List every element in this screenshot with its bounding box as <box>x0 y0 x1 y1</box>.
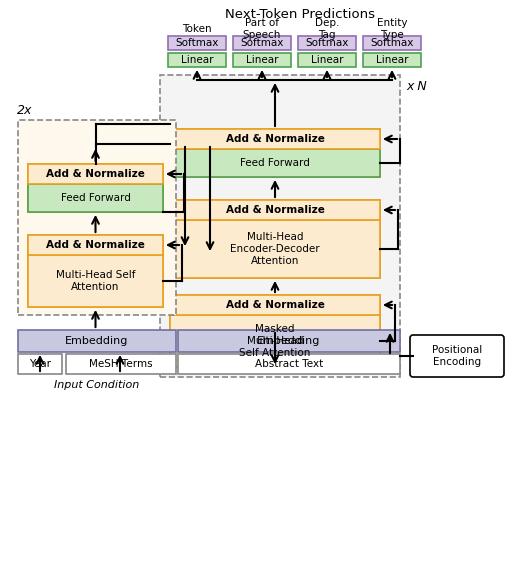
Text: Year: Year <box>29 359 51 369</box>
FancyBboxPatch shape <box>66 354 176 374</box>
Text: Add & Normalize: Add & Normalize <box>226 205 324 215</box>
Text: Linear: Linear <box>376 55 408 65</box>
Text: Multi-Head
Encoder-Decoder
Attention: Multi-Head Encoder-Decoder Attention <box>230 233 320 266</box>
Text: Add & Normalize: Add & Normalize <box>46 169 145 179</box>
Text: Softmax: Softmax <box>240 38 284 48</box>
FancyBboxPatch shape <box>178 354 400 374</box>
Text: Linear: Linear <box>311 55 343 65</box>
Text: Feed Forward: Feed Forward <box>60 193 131 203</box>
FancyBboxPatch shape <box>170 200 380 220</box>
FancyBboxPatch shape <box>18 330 176 352</box>
FancyBboxPatch shape <box>18 120 176 315</box>
FancyBboxPatch shape <box>160 75 400 377</box>
FancyBboxPatch shape <box>28 235 163 255</box>
FancyBboxPatch shape <box>298 53 356 67</box>
Text: Dep.
Tag: Dep. Tag <box>315 18 339 40</box>
Text: Softmax: Softmax <box>370 38 414 48</box>
FancyBboxPatch shape <box>298 36 356 50</box>
Text: MeSH Terms: MeSH Terms <box>89 359 153 369</box>
FancyBboxPatch shape <box>410 335 504 377</box>
Text: Multi-Head Self
Attention: Multi-Head Self Attention <box>56 270 135 292</box>
Text: Add & Normalize: Add & Normalize <box>226 134 324 144</box>
FancyBboxPatch shape <box>363 36 421 50</box>
FancyBboxPatch shape <box>170 129 380 149</box>
FancyBboxPatch shape <box>170 220 380 278</box>
FancyBboxPatch shape <box>170 149 380 177</box>
Text: Add & Normalize: Add & Normalize <box>226 300 324 310</box>
Text: Token: Token <box>182 24 212 34</box>
Text: 2x: 2x <box>17 104 32 116</box>
FancyBboxPatch shape <box>28 255 163 307</box>
FancyBboxPatch shape <box>178 330 400 352</box>
FancyBboxPatch shape <box>18 354 62 374</box>
FancyBboxPatch shape <box>170 295 380 315</box>
FancyBboxPatch shape <box>28 184 163 212</box>
Text: Softmax: Softmax <box>175 38 219 48</box>
FancyBboxPatch shape <box>233 36 291 50</box>
Text: Softmax: Softmax <box>305 38 349 48</box>
Text: Add & Normalize: Add & Normalize <box>46 240 145 250</box>
Text: x N: x N <box>406 80 427 93</box>
FancyBboxPatch shape <box>168 36 226 50</box>
FancyBboxPatch shape <box>233 53 291 67</box>
Text: Input Condition: Input Condition <box>55 380 140 390</box>
Text: Part of
Speech: Part of Speech <box>243 18 281 40</box>
Text: Abstract Text: Abstract Text <box>255 359 323 369</box>
Text: Linear: Linear <box>246 55 278 65</box>
Text: Embedding: Embedding <box>66 336 128 346</box>
Text: Masked
Multi-Head
Self Attention: Masked Multi-Head Self Attention <box>239 324 310 357</box>
Text: Entity
Type: Entity Type <box>377 18 407 40</box>
Text: Next-Token Predictions: Next-Token Predictions <box>225 7 375 21</box>
Text: Positional
Encoding: Positional Encoding <box>432 345 482 367</box>
Text: Embedding: Embedding <box>257 336 321 346</box>
FancyBboxPatch shape <box>363 53 421 67</box>
FancyBboxPatch shape <box>170 315 380 367</box>
Text: Linear: Linear <box>181 55 213 65</box>
FancyBboxPatch shape <box>168 53 226 67</box>
FancyBboxPatch shape <box>28 164 163 184</box>
Text: Feed Forward: Feed Forward <box>240 158 310 168</box>
